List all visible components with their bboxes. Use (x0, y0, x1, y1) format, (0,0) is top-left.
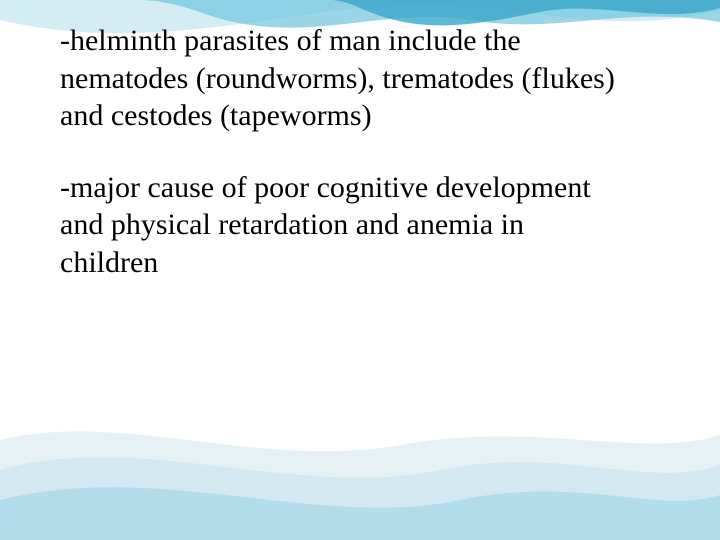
paragraph-1: -helminth parasites of man include the n… (60, 22, 620, 135)
slide-content: -helminth parasites of man include the n… (60, 22, 620, 315)
paragraph-2: -major cause of poor cognitive developme… (60, 169, 620, 282)
slide: -helminth parasites of man include the n… (0, 0, 720, 540)
decorative-wave-bottom (0, 400, 720, 540)
